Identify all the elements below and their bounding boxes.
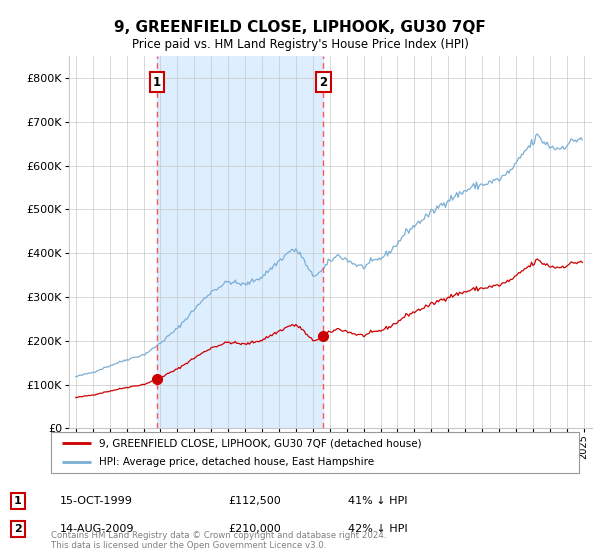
Text: 42% ↓ HPI: 42% ↓ HPI [348, 524, 407, 534]
Text: £210,000: £210,000 [228, 524, 281, 534]
Text: 1: 1 [14, 496, 22, 506]
Text: Contains HM Land Registry data © Crown copyright and database right 2024.
This d: Contains HM Land Registry data © Crown c… [51, 531, 386, 550]
Text: 15-OCT-1999: 15-OCT-1999 [60, 496, 133, 506]
Text: Price paid vs. HM Land Registry's House Price Index (HPI): Price paid vs. HM Land Registry's House … [131, 38, 469, 51]
Text: 41% ↓ HPI: 41% ↓ HPI [348, 496, 407, 506]
FancyBboxPatch shape [51, 432, 579, 473]
Text: 14-AUG-2009: 14-AUG-2009 [60, 524, 134, 534]
Text: £112,500: £112,500 [228, 496, 281, 506]
Text: 9, GREENFIELD CLOSE, LIPHOOK, GU30 7QF: 9, GREENFIELD CLOSE, LIPHOOK, GU30 7QF [114, 20, 486, 35]
Bar [157, 56, 323, 428]
Text: 9, GREENFIELD CLOSE, LIPHOOK, GU30 7QF (detached house): 9, GREENFIELD CLOSE, LIPHOOK, GU30 7QF (… [98, 438, 421, 449]
Text: HPI: Average price, detached house, East Hampshire: HPI: Average price, detached house, East… [98, 457, 374, 467]
Text: 2: 2 [14, 524, 22, 534]
Text: 2: 2 [319, 76, 328, 88]
Text: 1: 1 [153, 76, 161, 88]
